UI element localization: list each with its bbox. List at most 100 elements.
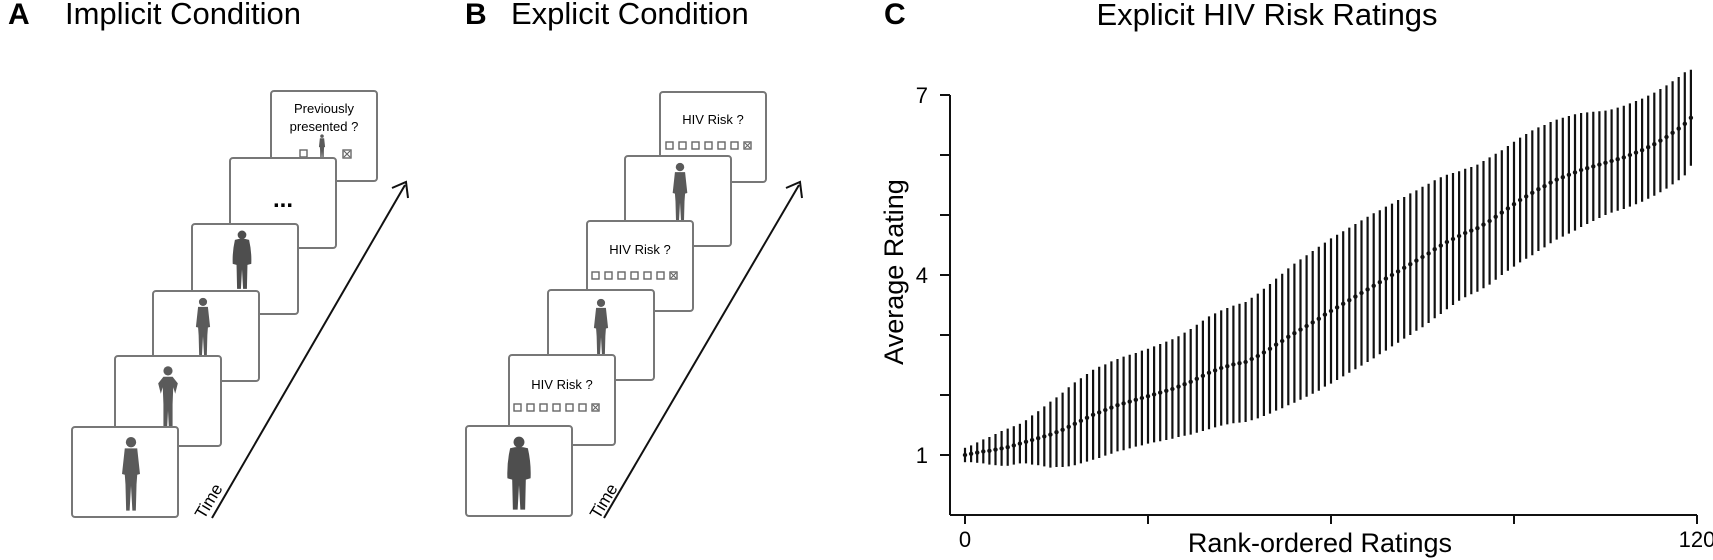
mean-point: [1200, 373, 1206, 378]
mean-point: [1456, 233, 1462, 239]
rating-box: [539, 403, 548, 412]
rating-box: [526, 403, 535, 412]
mean-point: [1164, 388, 1169, 393]
panel-c: C Explicit HIV Risk Ratings 147 0 120 Ave…: [879, 0, 1713, 558]
mean-point: [1267, 346, 1273, 351]
mean-point: [1127, 399, 1132, 404]
mean-point: [1493, 214, 1498, 219]
mean-point: [1481, 222, 1486, 227]
mean-point: [1432, 247, 1437, 252]
mean-point: [1078, 418, 1084, 423]
rating-box: [643, 271, 652, 280]
ellipsis: ...: [273, 186, 293, 213]
rating-box: [704, 141, 713, 150]
panel-a-title: Implicit Condition: [65, 0, 301, 31]
mean-point: [1072, 421, 1078, 426]
mean-points: [962, 115, 1694, 458]
mean-point: [1578, 167, 1584, 173]
mean-point: [1322, 312, 1328, 317]
query-line-1: Previously: [294, 101, 354, 116]
mean-point: [1414, 258, 1419, 263]
mean-point: [1359, 290, 1364, 296]
mean-point: [1554, 177, 1559, 182]
mean-point: [1341, 301, 1346, 306]
mean-point: [1639, 148, 1645, 153]
mean-point: [1316, 316, 1322, 321]
mean-point: [1444, 239, 1450, 245]
mean-point: [1133, 397, 1139, 402]
mean-point: [1347, 298, 1352, 303]
mean-point: [1121, 401, 1126, 406]
mean-point: [1572, 170, 1578, 175]
mean-point: [1182, 382, 1187, 387]
y-ticks: 1 4 7: [916, 83, 950, 468]
mean-point: [993, 447, 998, 452]
mean-point: [1237, 361, 1242, 366]
mean-point: [1676, 126, 1681, 131]
mean-point: [1670, 130, 1675, 135]
mean-point: [1298, 327, 1303, 332]
time-arrow: [211, 184, 406, 519]
mean-point: [1194, 376, 1200, 381]
mean-point: [1310, 320, 1315, 325]
mean-point: [1524, 194, 1529, 199]
mean-point: [1603, 160, 1608, 165]
mean-point: [1097, 410, 1102, 415]
mean-point: [1249, 356, 1254, 362]
mean-point: [1090, 412, 1096, 417]
mean-point: [1383, 276, 1389, 281]
rating-box: [578, 403, 587, 412]
mean-point: [968, 451, 974, 456]
mean-point: [1292, 331, 1297, 336]
mean-point: [1017, 441, 1023, 446]
mean-point: [1542, 184, 1547, 189]
hiv-risk-query: HIV Risk ?: [531, 377, 592, 392]
mean-point: [1219, 365, 1224, 371]
panel-b-title: Explicit Condition: [511, 0, 749, 31]
arrow-head-icon: [785, 180, 803, 199]
mean-point: [1450, 236, 1456, 242]
mean-point: [1048, 432, 1053, 437]
panel-a-letter: A: [8, 0, 30, 31]
mean-point: [1231, 362, 1236, 367]
mean-point: [1499, 210, 1505, 215]
rating-box: [604, 271, 613, 280]
checked-mark-icon: [592, 404, 599, 411]
mean-point: [1188, 379, 1193, 384]
rating-box: [656, 271, 665, 280]
mean-point: [1145, 394, 1151, 399]
mean-point: [981, 449, 986, 454]
y-tick-label: 4: [916, 263, 928, 288]
mean-point: [1505, 206, 1511, 211]
mean-point: [975, 450, 980, 455]
rating-scale: [513, 403, 600, 412]
mean-point: [1066, 424, 1071, 429]
mean-point: [1548, 180, 1553, 185]
rating-scale: [591, 271, 678, 280]
panel-b: B Explicit Condition HIV Risk ? HIV Risk…: [465, 0, 803, 522]
arrow-head-icon: [391, 180, 409, 199]
mean-point: [1469, 228, 1474, 233]
mean-point: [1615, 157, 1620, 162]
mean-point: [1646, 145, 1651, 150]
x-tick-label: 0: [959, 527, 971, 552]
mean-point: [1633, 150, 1639, 155]
mean-point: [1420, 254, 1425, 260]
mean-point: [1286, 334, 1291, 339]
rating-box: [617, 271, 626, 280]
mean-point: [1597, 162, 1602, 167]
checked-mark-icon: [670, 272, 677, 279]
y-tick-label: 1: [916, 443, 928, 468]
mean-point: [1591, 164, 1596, 169]
mean-point: [1176, 384, 1181, 389]
time-arrow: [603, 184, 800, 519]
mean-point: [1261, 350, 1267, 355]
mean-point: [1371, 283, 1376, 288]
mean-point: [1212, 368, 1218, 373]
mean-point: [1005, 445, 1010, 450]
checked-mark-icon: [343, 150, 351, 158]
rating-box: [665, 141, 674, 150]
rating-box: [717, 141, 726, 150]
x-ticks: 0 120: [959, 515, 1713, 552]
